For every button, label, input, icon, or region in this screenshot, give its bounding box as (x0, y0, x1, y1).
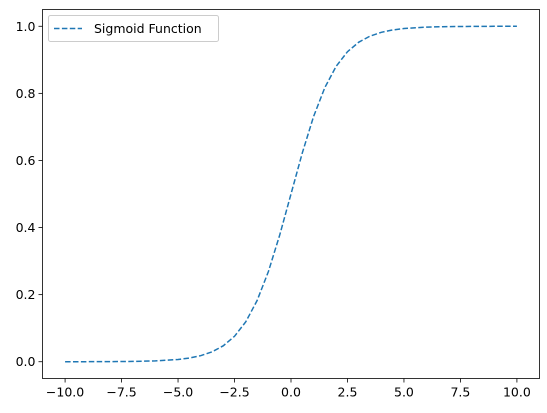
x-tick-label: 7.5 (450, 385, 470, 400)
legend-box (48, 15, 219, 42)
y-tick-label: 0.0 (16, 354, 36, 369)
y-tick-label: 0.6 (16, 153, 36, 168)
x-tick-label: 2.5 (338, 385, 358, 400)
axes-frame (42, 9, 540, 379)
y-tick-label: 0.2 (16, 287, 36, 302)
x-tick-label: −7.5 (106, 385, 136, 400)
x-tick-label: 0.0 (281, 385, 301, 400)
y-tick-label: 1.0 (16, 19, 36, 34)
x-tick-label: −10.0 (46, 385, 84, 400)
y-tick-label: 0.8 (16, 86, 36, 101)
y-tick-label: 0.4 (16, 220, 36, 235)
legend: Sigmoid Function (48, 15, 219, 42)
plot-area (65, 25, 517, 363)
x-tick-label: 10.0 (503, 385, 531, 400)
x-tick-label: −5.0 (163, 385, 193, 400)
x-tick-label: 5.0 (394, 385, 414, 400)
y-axis-ticks: 0.0 0.2 0.4 0.6 0.8 1.0 (16, 19, 43, 369)
legend-label-sigmoid: Sigmoid Function (94, 21, 202, 36)
series-line-sigmoid (65, 25, 517, 363)
x-axis-ticks: −10.0 −7.5 −5.0 −2.5 0.0 2.5 5.0 7.5 10.0 (46, 378, 531, 400)
x-tick-label: −2.5 (219, 385, 249, 400)
